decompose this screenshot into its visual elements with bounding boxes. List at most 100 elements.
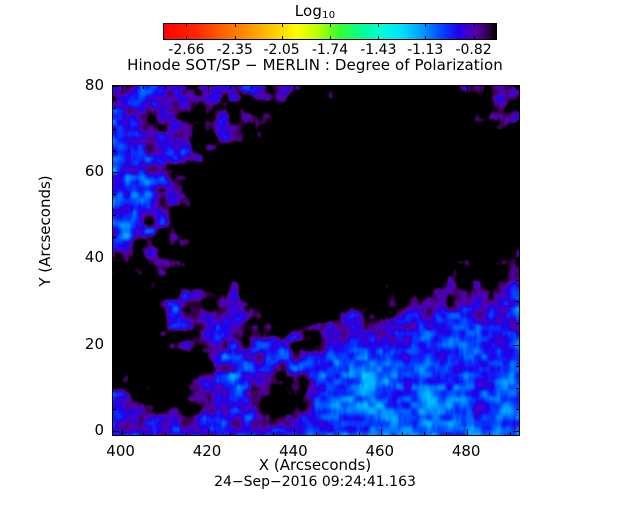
y-axis-major-tick — [513, 172, 519, 174]
y-axis-minor-tick — [516, 150, 519, 152]
x-axis-tick-label: 480 — [451, 442, 481, 460]
colorbar-tick-label: -1.74 — [311, 42, 349, 58]
x-axis-minor-tick — [402, 432, 404, 435]
y-axis-minor-tick — [516, 215, 519, 217]
colorbar-tick-label: -0.82 — [455, 42, 492, 58]
y-axis-minor-tick — [516, 107, 519, 109]
y-axis-minor-tick — [516, 366, 519, 368]
colorbar-tick-label: -1.13 — [407, 42, 444, 58]
x-axis-minor-tick — [229, 86, 231, 89]
y-axis-minor-tick — [516, 409, 519, 411]
colorbar-tick — [234, 36, 236, 40]
colorbar-tick — [281, 36, 283, 40]
x-axis-minor-tick — [423, 86, 425, 89]
y-axis-major-tick — [513, 86, 519, 87]
colorbar-tick-label: -2.35 — [216, 42, 253, 58]
y-axis-minor-tick — [113, 387, 116, 389]
x-axis-minor-tick — [143, 86, 145, 89]
x-axis-major-tick — [294, 429, 296, 435]
y-axis-minor-tick — [113, 215, 116, 217]
y-axis-minor-tick — [113, 301, 116, 303]
y-axis-tick-label: 40 — [84, 248, 104, 267]
x-axis-major-tick — [208, 429, 210, 435]
observation-timestamp: 24−Sep−2016 09:24:41.163 — [214, 474, 416, 490]
y-axis-minor-tick — [113, 150, 116, 152]
x-axis-minor-tick — [164, 86, 166, 89]
x-axis-minor-tick — [143, 432, 145, 435]
y-axis-major-tick — [513, 344, 519, 346]
y-axis-minor-tick — [113, 236, 116, 238]
x-axis-major-tick — [467, 429, 469, 435]
heatmap-plot-area[interactable] — [112, 85, 520, 436]
x-axis-minor-tick — [337, 432, 339, 435]
x-axis-minor-tick — [229, 432, 231, 435]
y-axis-tick-label: 80 — [84, 76, 104, 94]
y-axis-minor-tick — [516, 129, 519, 131]
colorbar-tick-label: -1.43 — [360, 42, 397, 58]
y-axis-minor-tick — [516, 279, 519, 281]
colorbar-tick — [186, 23, 188, 27]
x-axis-minor-tick — [316, 432, 317, 435]
colorbar-tick — [378, 36, 380, 40]
x-axis-major-tick — [121, 86, 123, 92]
y-axis-minor-tick — [113, 322, 116, 324]
x-axis-minor-tick — [488, 432, 490, 435]
x-axis-minor-tick — [445, 86, 447, 89]
colorbar-tick-label: -2.05 — [263, 42, 300, 58]
x-axis-minor-tick — [272, 86, 274, 89]
y-axis-tick-label: 0 — [94, 420, 104, 439]
y-axis-minor-tick — [516, 322, 519, 324]
y-axis-minor-tick — [113, 129, 116, 131]
y-axis-minor-tick — [516, 193, 519, 195]
colorbar-tick — [234, 23, 236, 27]
x-axis-major-tick — [380, 86, 382, 92]
x-axis-minor-tick — [359, 432, 361, 435]
x-axis-minor-tick — [337, 86, 339, 89]
colorbar[interactable] — [163, 23, 497, 40]
y-axis-tick-label: 20 — [84, 334, 104, 353]
y-axis-tick-label: 60 — [84, 162, 104, 181]
x-axis-minor-tick — [316, 86, 317, 89]
colorbar-tick — [425, 23, 427, 27]
colorbar-tick — [473, 36, 475, 40]
y-axis-minor-tick — [113, 107, 116, 109]
x-axis-minor-tick — [186, 432, 188, 435]
heatmap-image — [113, 86, 519, 435]
colorbar-tick — [378, 23, 380, 27]
x-axis-major-tick — [294, 86, 296, 92]
x-axis-tick-label: 400 — [106, 442, 135, 460]
y-axis-minor-tick — [516, 387, 519, 389]
colorbar-tick — [330, 23, 331, 27]
x-axis-minor-tick — [164, 432, 166, 435]
x-axis-minor-tick — [272, 432, 274, 435]
colorbar-tick-labels: -2.66 -2.35 -2.05 -1.74 -1.43 -1.13 -0.82 — [0, 42, 630, 58]
colorbar-tick — [330, 36, 331, 40]
y-axis-major-tick — [113, 86, 119, 87]
x-axis-minor-tick — [402, 86, 404, 89]
colorbar-tick — [186, 36, 188, 40]
x-axis-label: X (Arcseconds) — [258, 456, 372, 474]
colorbar-title-text: Log — [294, 2, 323, 20]
x-axis-minor-tick — [251, 432, 253, 435]
colorbar-tick — [281, 23, 283, 27]
colorbar-title: Log10 — [0, 2, 630, 21]
colorbar-tick-label: -2.66 — [168, 42, 205, 58]
x-axis-tick-label: 420 — [192, 442, 222, 460]
x-axis-tick-label: 440 — [279, 442, 308, 460]
x-axis-minor-tick — [510, 86, 512, 89]
x-axis-minor-tick — [510, 432, 512, 435]
x-axis-minor-tick — [251, 86, 253, 89]
x-axis-tick-label: 460 — [365, 442, 395, 460]
colorbar-title-subscript: 10 — [322, 10, 336, 21]
x-axis-major-tick — [380, 429, 382, 435]
y-axis-major-tick — [113, 344, 119, 346]
x-axis-minor-tick — [186, 86, 188, 89]
x-axis-major-tick — [121, 429, 123, 435]
y-axis-major-tick — [113, 258, 119, 260]
colorbar-tick — [473, 23, 475, 27]
y-axis-minor-tick — [516, 301, 519, 303]
page-title: Hinode SOT/SP − MERLIN : Degree of Polar… — [127, 56, 503, 74]
y-axis-minor-tick — [113, 193, 116, 195]
y-axis-minor-tick — [113, 366, 116, 368]
